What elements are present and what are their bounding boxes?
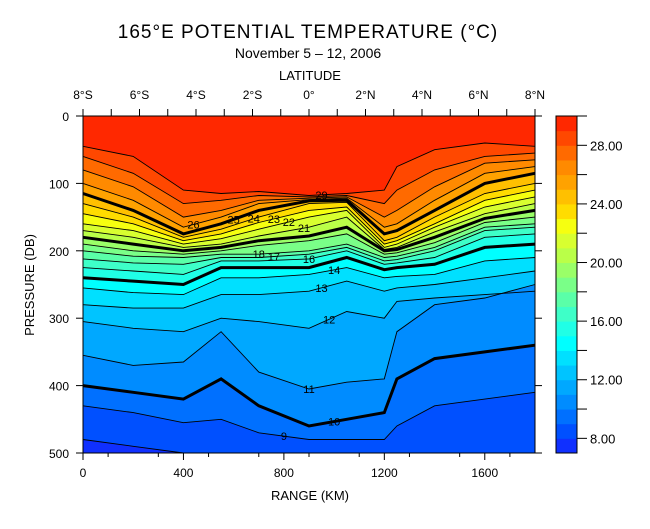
- contour-label: 22: [283, 217, 295, 229]
- isotherm-19: [82, 216, 536, 255]
- colorbar-band: [556, 174, 577, 190]
- colorbar-band: [556, 145, 577, 161]
- contour-label: 14: [328, 265, 340, 277]
- colorbar-band: [556, 291, 577, 307]
- colorbar-band: [556, 130, 577, 146]
- colorbar-band: [556, 321, 577, 337]
- x-axis-label: RANGE (KM): [271, 488, 349, 503]
- isotherm-16: [82, 233, 536, 275]
- isotherm-9: [82, 391, 536, 440]
- contour-label: 17: [268, 252, 280, 264]
- isotherm-10: [82, 343, 536, 428]
- isotherm-22: [82, 196, 536, 248]
- isotherm-21: [82, 203, 536, 250]
- contour-label: 9: [281, 431, 287, 443]
- colorbar-tick-label: 12.00: [590, 373, 623, 388]
- axes: 0 400 800 1200 1600 0 100 200 300 400 500 8°S 6°S 4°S…: [49, 88, 545, 480]
- colorbar-band: [556, 409, 577, 425]
- colorbar-band: [556, 394, 577, 410]
- colorbar-band: [556, 438, 577, 454]
- y-tick-label: 500: [49, 447, 69, 461]
- colorbar-band: [556, 277, 577, 293]
- colorbar-band: [556, 423, 577, 439]
- isotherm-18: [82, 223, 536, 258]
- colorbar-band: [556, 306, 577, 322]
- contour-label: 21: [298, 223, 310, 235]
- x-tick-label: 1600: [471, 466, 498, 480]
- y-tick-label: 400: [49, 380, 69, 394]
- contour-label: 26: [187, 220, 199, 232]
- x-tick-label: 1200: [371, 466, 398, 480]
- x-tick-label: 0: [80, 466, 87, 480]
- colorbar: 28.00 24.00 20.00 16.00 12.00 8.00: [555, 115, 623, 454]
- contour-label: 10: [328, 417, 340, 429]
- colorbar-tick-label: 24.00: [590, 197, 623, 212]
- latitude-tick-label: 6°N: [468, 88, 488, 102]
- colorbar-band: [556, 262, 577, 278]
- colorbar-tick-label: 28.00: [590, 138, 623, 153]
- contour-label: 11: [303, 384, 314, 396]
- contour-label: 29: [315, 190, 327, 202]
- contour-label: 23: [268, 214, 280, 226]
- colorbar-band: [556, 233, 577, 249]
- latitude-tick-label: 8°N: [525, 88, 545, 102]
- isotherm-25: [82, 171, 536, 236]
- x-tick-label: 800: [274, 466, 294, 480]
- latitude-tick-label: 2°S: [243, 88, 262, 102]
- colorbar-tick-label: 16.00: [590, 314, 623, 329]
- colorbar-band: [556, 247, 577, 264]
- isotherm-20: [82, 208, 536, 253]
- contour-label: 24: [248, 214, 260, 226]
- contour-label: 18: [253, 249, 265, 261]
- latitude-tick-label: 6°S: [130, 88, 149, 102]
- y-tick-label: 0: [62, 110, 69, 124]
- isotherm-24: [82, 182, 536, 242]
- colorbar-tick-label: 8.00: [590, 431, 615, 446]
- colorbar-band: [556, 365, 577, 381]
- colorbar-frame: [555, 115, 578, 454]
- y-tick-label: 300: [49, 312, 69, 326]
- contour-label: 25: [228, 214, 240, 226]
- chart-subtitle: November 5 – 12, 2006: [235, 45, 382, 61]
- contour-label: 13: [315, 283, 327, 295]
- contour-label: 12: [323, 314, 335, 326]
- colorbar-band: [556, 116, 577, 132]
- isotherm-29: [82, 142, 536, 196]
- colorbar-band: [556, 335, 577, 351]
- top-axis-label: LATITUDE: [279, 68, 341, 83]
- colorbar-band: [556, 159, 577, 176]
- isotherm-13: [82, 270, 536, 309]
- colorbar-tick-label: 20.00: [590, 256, 623, 271]
- latitude-tick-label: 4°S: [186, 88, 205, 102]
- y-tick-label: 100: [49, 177, 69, 191]
- y-tick-label: 200: [49, 245, 69, 259]
- latitude-tick-label: 4°N: [412, 88, 432, 102]
- isotherm-14: [82, 257, 536, 296]
- contour-plot-area: [82, 116, 536, 454]
- isotherm-28: [82, 152, 536, 205]
- colorbar-band: [556, 218, 577, 234]
- isotherm-26: [82, 166, 536, 228]
- isotherm-17: [82, 226, 536, 265]
- latitude-tick-label: 2°N: [355, 88, 375, 102]
- isotherm-23: [82, 189, 536, 245]
- isotherm-15: [82, 242, 536, 287]
- x-tick-label: 400: [173, 466, 193, 480]
- colorbar-band: [556, 203, 577, 220]
- contour-label: 16: [303, 254, 315, 266]
- band-8: [83, 392, 535, 453]
- y-axis-label: PRESSURE (DB): [22, 234, 37, 336]
- isotherm-12: [82, 290, 536, 333]
- colorbar-band: [556, 379, 577, 395]
- latitude-tick-label: 0°: [303, 88, 315, 102]
- colorbar-band: [556, 350, 577, 366]
- isotherm-11: [82, 284, 536, 390]
- chart-title: 165°E POTENTIAL TEMPERATURE (°C): [118, 22, 498, 43]
- colorbar-band: [556, 189, 577, 205]
- isotherm-27: [82, 159, 536, 218]
- latitude-tick-label: 8°S: [73, 88, 92, 102]
- band-7: [83, 439, 535, 453]
